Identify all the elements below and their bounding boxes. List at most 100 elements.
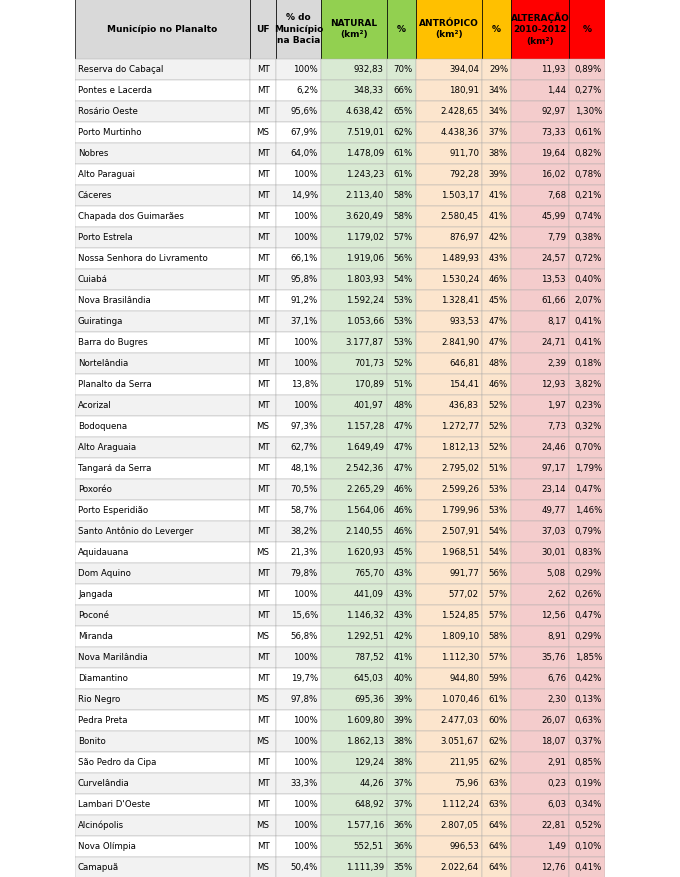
Text: MS: MS xyxy=(256,863,269,872)
Text: 3,82%: 3,82% xyxy=(575,380,602,389)
Text: 40%: 40% xyxy=(394,674,413,683)
Text: 47%: 47% xyxy=(489,338,508,347)
Bar xyxy=(416,857,482,877)
Bar xyxy=(416,689,482,710)
Text: 1.968,51: 1.968,51 xyxy=(441,548,479,557)
Text: 47%: 47% xyxy=(489,317,508,326)
Text: Alto Araguaia: Alto Araguaia xyxy=(78,443,136,452)
Bar xyxy=(569,206,605,227)
Text: 7,73: 7,73 xyxy=(547,422,566,431)
Text: 56%: 56% xyxy=(489,569,508,578)
Text: Curvelândia: Curvelândia xyxy=(78,779,130,788)
Text: 12,56: 12,56 xyxy=(541,611,566,620)
Bar xyxy=(276,0,321,59)
Text: 37%: 37% xyxy=(489,128,508,137)
Bar xyxy=(276,59,321,80)
Bar xyxy=(511,269,569,290)
Bar xyxy=(276,689,321,710)
Bar xyxy=(75,80,250,101)
Text: MS: MS xyxy=(256,695,269,704)
Bar xyxy=(511,479,569,500)
Bar xyxy=(482,731,511,752)
Bar xyxy=(321,122,387,143)
Bar xyxy=(416,794,482,815)
Text: Rio Negro: Rio Negro xyxy=(78,695,120,704)
Bar xyxy=(416,710,482,731)
Bar xyxy=(416,626,482,647)
Text: 0,41%: 0,41% xyxy=(575,338,602,347)
Text: Lambari D'Oeste: Lambari D'Oeste xyxy=(78,800,150,809)
Text: MT: MT xyxy=(256,296,269,305)
Bar xyxy=(569,437,605,458)
Bar xyxy=(416,773,482,794)
Text: 100%: 100% xyxy=(293,821,318,830)
Bar xyxy=(276,647,321,668)
Text: 75,96: 75,96 xyxy=(454,779,479,788)
Bar xyxy=(569,248,605,269)
Bar xyxy=(75,731,250,752)
Text: 1.620,93: 1.620,93 xyxy=(346,548,384,557)
Text: 2.807,05: 2.807,05 xyxy=(441,821,479,830)
Bar xyxy=(511,521,569,542)
Text: Diamantino: Diamantino xyxy=(78,674,128,683)
Bar xyxy=(321,689,387,710)
Text: 1.157,28: 1.157,28 xyxy=(345,422,384,431)
Text: 1.489,93: 1.489,93 xyxy=(441,254,479,263)
Text: 35%: 35% xyxy=(394,863,413,872)
Text: São Pedro da Cipa: São Pedro da Cipa xyxy=(78,758,156,767)
Bar xyxy=(387,563,416,584)
Bar xyxy=(511,437,569,458)
Text: 0,78%: 0,78% xyxy=(575,170,602,179)
Bar xyxy=(482,857,511,877)
Text: 46%: 46% xyxy=(394,506,413,515)
Bar xyxy=(250,227,276,248)
Text: 2.140,55: 2.140,55 xyxy=(345,527,384,536)
Text: 2.428,65: 2.428,65 xyxy=(441,107,479,116)
Bar xyxy=(511,668,569,689)
Bar xyxy=(321,269,387,290)
Text: 100%: 100% xyxy=(293,338,318,347)
Bar xyxy=(387,290,416,311)
Bar xyxy=(276,500,321,521)
Text: 45%: 45% xyxy=(394,548,413,557)
Bar xyxy=(321,59,387,80)
Text: Miranda: Miranda xyxy=(78,632,113,641)
Bar xyxy=(387,668,416,689)
Bar xyxy=(387,647,416,668)
Text: 0,40%: 0,40% xyxy=(575,275,602,284)
Bar xyxy=(387,584,416,605)
Text: 2,30: 2,30 xyxy=(547,695,566,704)
Bar xyxy=(569,374,605,395)
Text: ALTERAÇÃO
2010-2012
(km²): ALTERAÇÃO 2010-2012 (km²) xyxy=(511,12,569,46)
Bar xyxy=(416,563,482,584)
Bar xyxy=(276,563,321,584)
Bar xyxy=(416,353,482,374)
Text: 41%: 41% xyxy=(489,212,508,221)
Text: Alcinópolis: Alcinópolis xyxy=(78,821,124,831)
Bar xyxy=(482,815,511,836)
Bar xyxy=(75,584,250,605)
Text: 21,3%: 21,3% xyxy=(290,548,318,557)
Text: 23,14: 23,14 xyxy=(541,485,566,494)
Text: 42%: 42% xyxy=(489,233,508,242)
Bar xyxy=(75,290,250,311)
Bar xyxy=(75,374,250,395)
Bar xyxy=(387,227,416,248)
Text: MT: MT xyxy=(256,569,269,578)
Bar xyxy=(387,500,416,521)
Bar xyxy=(250,164,276,185)
Text: 1.478,09: 1.478,09 xyxy=(346,149,384,158)
Bar xyxy=(482,563,511,584)
Text: MS: MS xyxy=(256,821,269,830)
Text: 100%: 100% xyxy=(293,716,318,725)
Text: 1.812,13: 1.812,13 xyxy=(441,443,479,452)
Bar xyxy=(482,206,511,227)
Text: 0,63%: 0,63% xyxy=(575,716,602,725)
Bar xyxy=(416,416,482,437)
Text: 1.530,24: 1.530,24 xyxy=(441,275,479,284)
Text: 65%: 65% xyxy=(394,107,413,116)
Bar xyxy=(75,479,250,500)
Bar xyxy=(416,59,482,80)
Text: 1.112,30: 1.112,30 xyxy=(441,653,479,662)
Text: 37,1%: 37,1% xyxy=(290,317,318,326)
